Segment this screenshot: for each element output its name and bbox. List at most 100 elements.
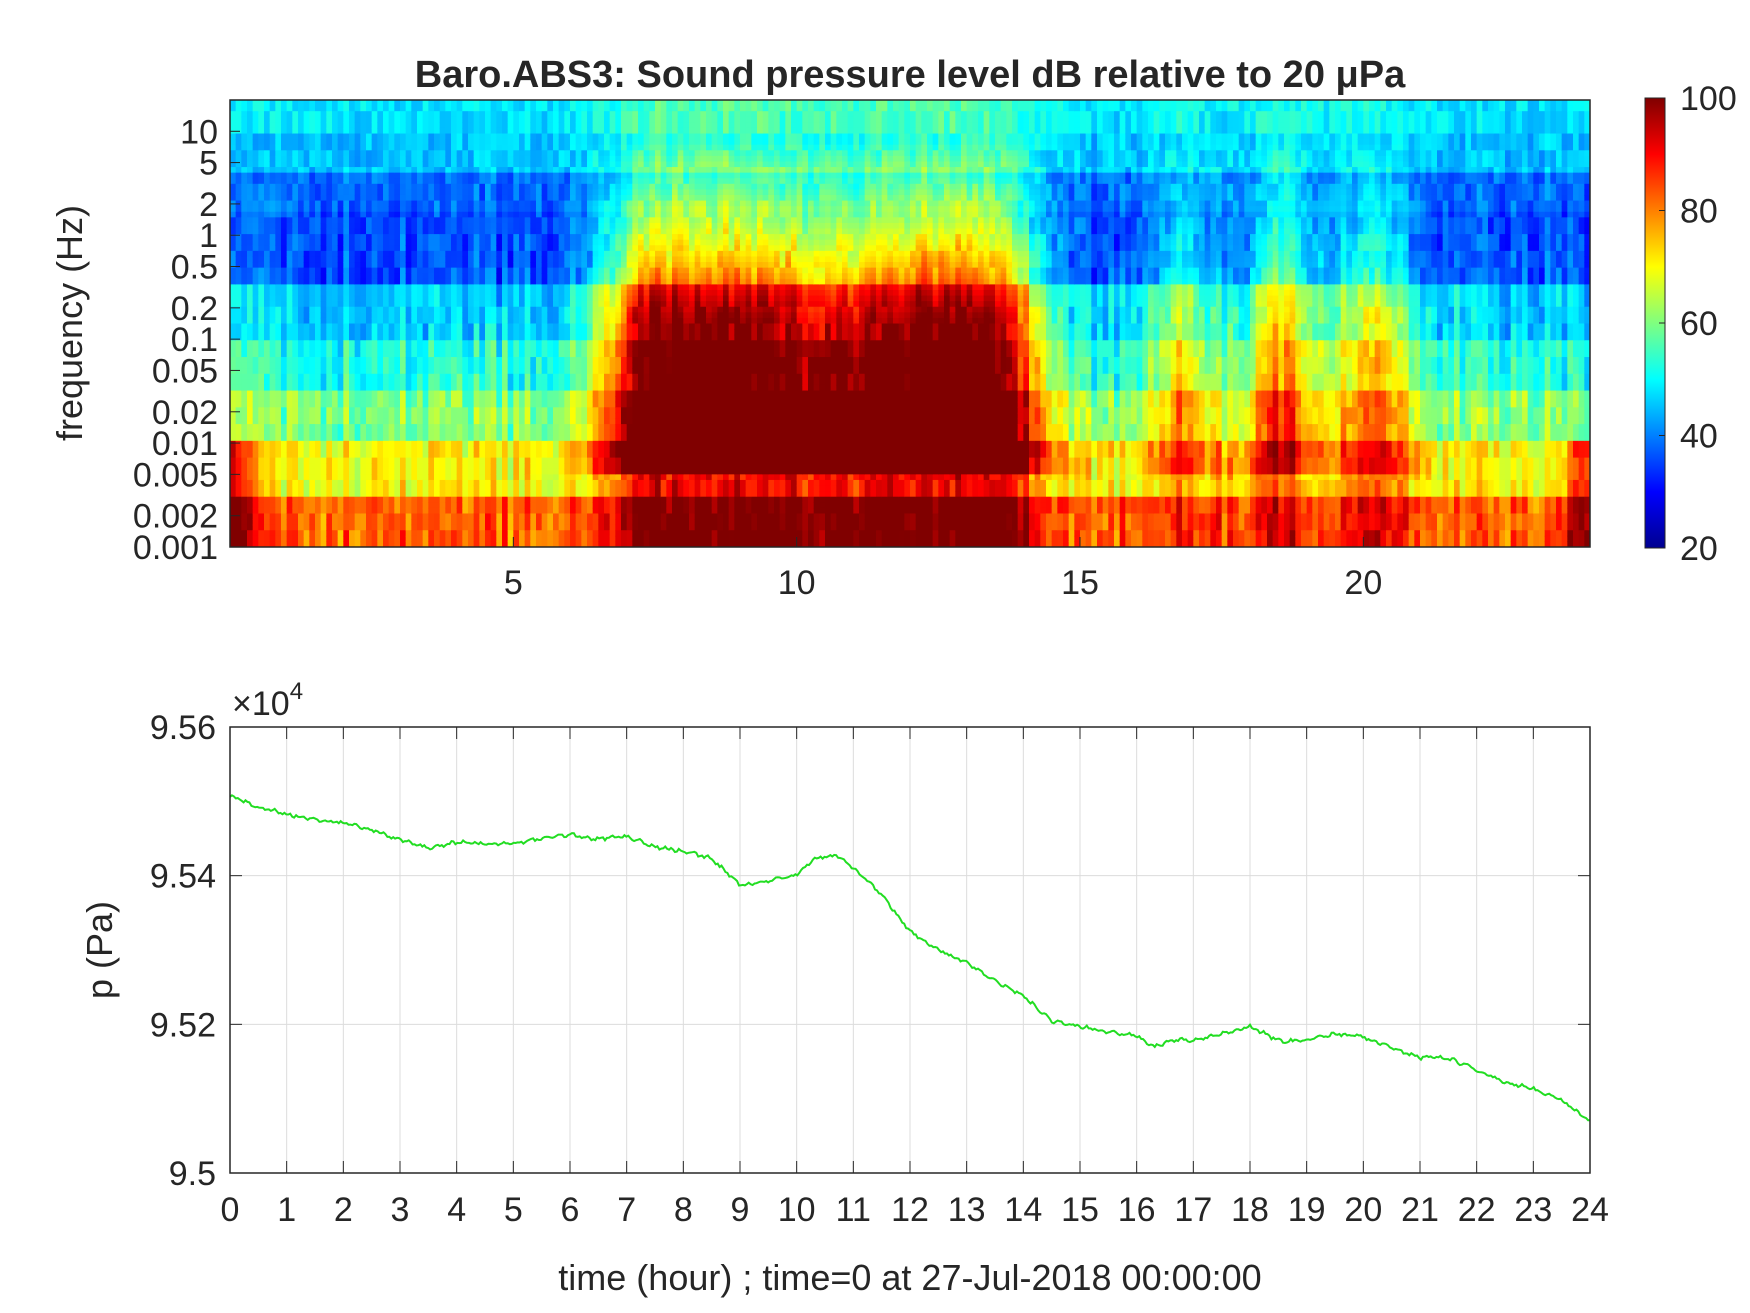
- spectrogram-cell: [502, 256, 509, 263]
- spectrogram-cell: [541, 183, 548, 190]
- spectrogram-cell: [507, 295, 514, 302]
- spectrogram-cell: [439, 463, 446, 470]
- spectrogram-cell: [445, 519, 452, 526]
- spectrogram-cell: [292, 133, 299, 140]
- spectrogram-cell: [490, 194, 497, 202]
- spectrogram-cell: [541, 345, 548, 353]
- spectrogram-cell: [377, 396, 384, 403]
- spectrogram-cell: [553, 194, 560, 202]
- spectrogram-cell: [247, 200, 254, 207]
- spectrogram-cell: [366, 178, 373, 185]
- spectrogram-cell: [320, 189, 327, 196]
- spectrogram-cell: [468, 267, 475, 274]
- spectrogram-cell: [360, 457, 367, 464]
- spectrogram-cell: [445, 390, 452, 397]
- spectrogram-cell: [558, 256, 565, 263]
- spectrogram-cell: [547, 189, 554, 196]
- spectrogram-cell: [530, 396, 537, 403]
- spectrogram-cell: [230, 289, 237, 297]
- spectrogram-cell: [264, 345, 271, 353]
- spectrogram-cell: [326, 401, 333, 408]
- spectrogram-cell: [264, 435, 271, 442]
- spectrogram-cell: [468, 379, 475, 386]
- spectrogram-cell: [439, 273, 446, 280]
- spectrogram-cell: [281, 122, 288, 129]
- spectrogram-cell: [292, 217, 299, 224]
- spectrogram-cell: [575, 323, 582, 330]
- spectrogram-cell: [507, 273, 514, 280]
- spectrogram-cell: [564, 541, 571, 547]
- spectrogram-cell: [541, 127, 548, 135]
- spectrogram-cell: [411, 507, 418, 515]
- spectrogram-cell: [513, 407, 520, 414]
- spectrogram-cell: [326, 362, 333, 369]
- spectrogram-cell: [281, 133, 288, 140]
- spectrogram-cell: [479, 167, 486, 174]
- spectrogram-cell: [315, 144, 322, 151]
- spectrogram-cell: [405, 345, 412, 353]
- spectrogram-cell: [570, 239, 577, 246]
- spectrogram-cell: [286, 524, 293, 531]
- spectrogram-cell: [485, 407, 492, 414]
- spectrogram-cell: [536, 401, 543, 408]
- spectrogram-cell: [394, 362, 401, 369]
- spectrogram-cell: [235, 284, 242, 291]
- spectrogram-cell: [479, 351, 486, 358]
- spectrogram-cell: [371, 217, 378, 224]
- spectrogram-cell: [337, 105, 344, 112]
- spectrogram-cell: [309, 452, 316, 459]
- spectrogram-cell: [439, 446, 446, 453]
- spectrogram-cell: [394, 435, 401, 442]
- spectrogram-cell: [553, 222, 560, 230]
- spectrogram-cell: [417, 155, 424, 163]
- spectrogram-cell: [343, 133, 350, 140]
- spectrogram-cell: [468, 329, 475, 336]
- spectrogram-cell: [439, 105, 446, 112]
- spectrogram-cell: [462, 105, 469, 112]
- spectrogram-cell: [468, 100, 475, 107]
- spectrogram-cell: [332, 122, 339, 129]
- spectrogram-cell: [315, 100, 322, 107]
- spectrogram-cell: [332, 468, 339, 475]
- spectrogram-cell: [326, 407, 333, 414]
- spectrogram-cell: [286, 139, 293, 146]
- spectrogram-cell: [513, 239, 520, 246]
- spectrogram-cell: [485, 474, 492, 481]
- spectrogram-cell: [269, 100, 276, 107]
- spectrogram-cell: [371, 222, 378, 230]
- spectrogram-cell: [383, 161, 390, 168]
- spectrogram-cell: [383, 401, 390, 408]
- spectrogram-cell: [570, 167, 577, 174]
- spectrogram-cell: [524, 323, 531, 330]
- spectrogram-cell: [462, 183, 469, 190]
- spectrogram-cell: [428, 167, 435, 174]
- spectrogram-cell: [349, 329, 356, 336]
- spectrogram-cell: [258, 362, 265, 369]
- spectrogram-cell: [553, 485, 560, 492]
- spectrogram-cell: [303, 211, 310, 218]
- spectrogram-cell: [298, 183, 305, 190]
- spectrogram-cell: [286, 452, 293, 459]
- spectrogram-cell: [405, 172, 412, 179]
- spectrogram-cell: [309, 234, 316, 241]
- spectrogram-cell: [445, 345, 452, 353]
- spectrogram-cell: [530, 245, 537, 252]
- spectrogram-cell: [235, 122, 242, 129]
- spectrogram-cell: [439, 183, 446, 190]
- spectrogram-cell: [258, 535, 265, 543]
- spectrogram-cell: [343, 519, 350, 526]
- spectrogram-cell: [479, 463, 486, 470]
- spectrogram-cell: [502, 161, 509, 168]
- spectrogram-cell: [405, 468, 412, 475]
- spectrogram-cell: [252, 222, 259, 230]
- spectrogram-cell: [343, 524, 350, 531]
- spectrogram-cell: [564, 446, 571, 453]
- spectrogram-cell: [337, 289, 344, 297]
- spectrogram-cell: [456, 368, 463, 375]
- spectrogram-cell: [524, 105, 531, 112]
- spectrogram-cell: [428, 457, 435, 464]
- spectrogram-cell: [513, 222, 520, 230]
- spectrogram-cell: [377, 127, 384, 135]
- spectrogram-cell: [558, 368, 565, 375]
